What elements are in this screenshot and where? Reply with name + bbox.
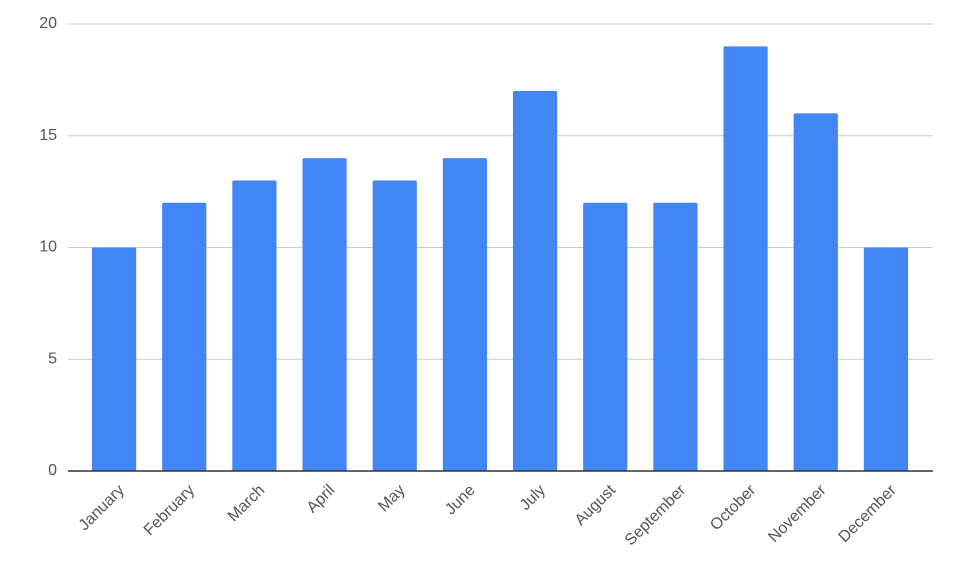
- bar: [91, 247, 137, 471]
- y-tick-label: 5: [48, 350, 57, 367]
- x-tick-label: November: [765, 481, 830, 546]
- x-tick-label: September: [622, 481, 690, 549]
- bar: [442, 158, 488, 471]
- x-tick-label: February: [141, 482, 198, 539]
- x-tick-label: January: [76, 482, 128, 534]
- y-tick-label: 15: [39, 127, 57, 144]
- bar: [162, 202, 207, 472]
- x-tick-label: July: [517, 482, 549, 514]
- x-tick-label: May: [375, 482, 408, 515]
- bar: [302, 158, 347, 471]
- bar: [723, 46, 768, 471]
- bar: [583, 202, 628, 472]
- bar: [512, 91, 558, 472]
- bar: [863, 247, 909, 471]
- x-tick-label: December: [836, 481, 901, 546]
- bar: [372, 180, 417, 471]
- x-tick-label: June: [442, 482, 479, 519]
- bar: [653, 202, 698, 472]
- y-tick-label: 10: [39, 239, 57, 256]
- x-tick-label: March: [225, 482, 268, 525]
- x-tick-label: August: [572, 481, 620, 529]
- y-tick-label: 0: [48, 462, 57, 479]
- bar: [793, 113, 838, 472]
- y-tick-label: 20: [39, 15, 57, 32]
- x-tick-label: April: [304, 482, 339, 517]
- x-tick-label: October: [707, 481, 760, 534]
- bar: [232, 180, 277, 471]
